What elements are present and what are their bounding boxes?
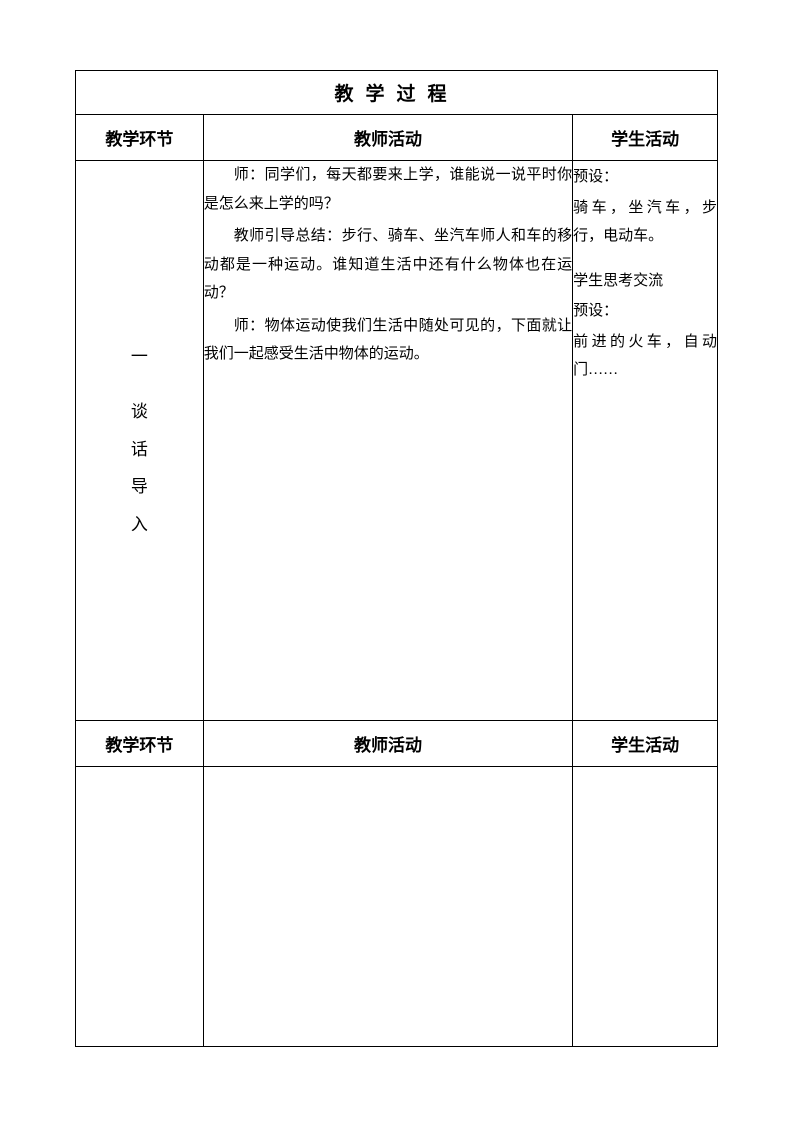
- student-para-5: 前进的火车，自动门……: [573, 328, 717, 385]
- header2-teacher: 教师活动: [203, 721, 572, 767]
- stage-cell: 一 谈 话 导 入: [76, 161, 204, 721]
- header-teacher: 教师活动: [203, 115, 572, 161]
- stage-name-char-2: 话: [131, 431, 148, 468]
- empty-student: [573, 767, 718, 1047]
- stage-num: 一: [131, 338, 148, 375]
- header-stage: 教学环节: [76, 115, 204, 161]
- teacher-para-1: 师：同学们，每天都要来上学，谁能说一说平时你是怎么来上学的吗？: [204, 161, 572, 218]
- teacher-para-2: 教师引导总结：步行、骑车、坐汽车师人和车的移动都是一种运动。谁知道生活中还有什么…: [204, 222, 572, 308]
- empty-teacher: [203, 767, 572, 1047]
- teaching-process-table: 教学过程 教学环节 教师活动 学生活动 一 谈 话 导 入 师：同学们，每天都要…: [75, 70, 718, 1047]
- teacher-cell: 师：同学们，每天都要来上学，谁能说一说平时你是怎么来上学的吗？ 教师引导总结：步…: [203, 161, 572, 721]
- header-student: 学生活动: [573, 115, 718, 161]
- title-row: 教学过程: [76, 71, 718, 115]
- table-title: 教学过程: [76, 71, 718, 115]
- student-para-2: 骑车，坐汽车，步行，电动车。: [573, 194, 717, 251]
- content-row-2: [76, 767, 718, 1047]
- content-row-1: 一 谈 话 导 入 师：同学们，每天都要来上学，谁能说一说平时你是怎么来上学的吗…: [76, 161, 718, 721]
- student-para-3: 学生思考交流: [573, 267, 717, 296]
- empty-stage: [76, 767, 204, 1047]
- stage-name-char-3: 导: [131, 468, 148, 505]
- header-row-2: 教学环节 教师活动 学生活动: [76, 721, 718, 767]
- student-para-1: 预设：: [573, 163, 717, 192]
- header-row-1: 教学环节 教师活动 学生活动: [76, 115, 718, 161]
- stage-name-char-1: 谈: [131, 393, 148, 430]
- stage-name-char-4: 入: [131, 506, 148, 543]
- header2-stage: 教学环节: [76, 721, 204, 767]
- teacher-para-3: 师：物体运动使我们生活中随处可见的，下面就让我们一起感受生活中物体的运动。: [204, 312, 572, 369]
- student-para-4: 预设：: [573, 297, 717, 326]
- student-cell: 预设： 骑车，坐汽车，步行，电动车。 学生思考交流 预设： 前进的火车，自动门……: [573, 161, 718, 721]
- header2-student: 学生活动: [573, 721, 718, 767]
- stage-label: 一 谈 话 导 入: [131, 338, 148, 543]
